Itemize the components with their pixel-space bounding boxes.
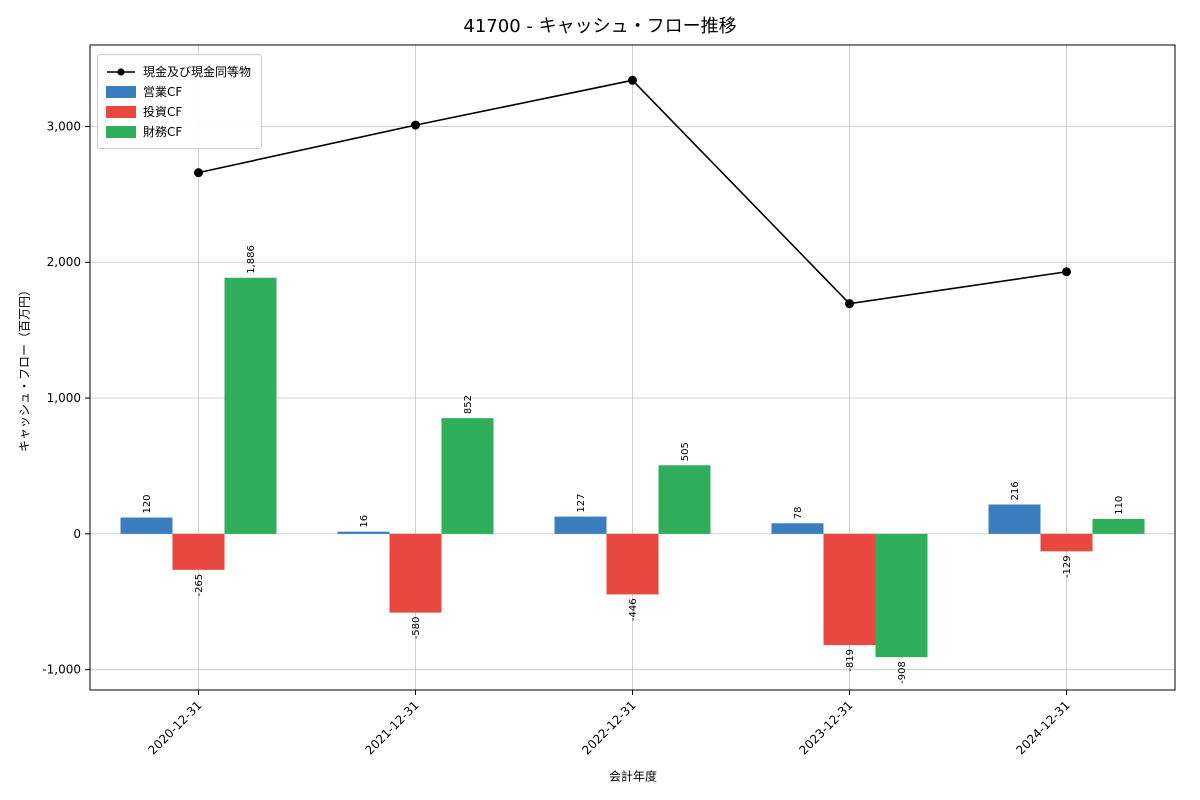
- bar-財務CF-2020-12-31: [224, 277, 277, 534]
- bar-value-label: 16: [359, 515, 370, 528]
- bar-value-label: 127: [576, 494, 587, 513]
- bar-value-label: -819: [845, 649, 856, 672]
- legend-item-営業CF: 営業CF: [106, 83, 251, 100]
- legend-item-財務CF: 財務CF: [106, 123, 251, 140]
- legend-label: 営業CF: [143, 85, 183, 99]
- bar-value-label: 216: [1010, 481, 1021, 500]
- legend-line-icon: [107, 67, 135, 76]
- bar-財務CF-2021-12-31: [441, 418, 494, 534]
- bar-value-label: 1,886: [246, 245, 257, 274]
- bar-営業CF-2022-12-31: [554, 516, 607, 534]
- legend-label: 投資CF: [143, 105, 183, 119]
- bar-value-label: 78: [793, 507, 804, 520]
- bar-投資CF-2024-12-31: [1040, 533, 1093, 552]
- legend-patch-icon: [106, 125, 136, 138]
- line-marker: [194, 168, 203, 178]
- bar-value-label: -265: [194, 574, 205, 597]
- bar-value-label: 110: [1114, 496, 1125, 515]
- bar-財務CF-2024-12-31: [1092, 518, 1145, 534]
- legend-label: 現金及び現金同等物: [143, 65, 252, 79]
- y-tick-label: 3,000: [47, 119, 81, 133]
- y-tick-label: 2,000: [47, 255, 81, 269]
- line-marker: [628, 75, 637, 85]
- bar-value-label: -446: [628, 598, 639, 621]
- legend-label: 財務CF: [143, 125, 183, 139]
- bar-営業CF-2020-12-31: [120, 517, 173, 534]
- bar-value-label: -580: [411, 617, 422, 640]
- bar-営業CF-2021-12-31: [337, 531, 390, 534]
- bar-財務CF-2022-12-31: [658, 465, 711, 534]
- legend: 現金及び現金同等物 営業CF 投資CF 財務CF: [97, 54, 263, 149]
- bar-財務CF-2023-12-31: [875, 533, 928, 658]
- bar-value-label: 852: [463, 395, 474, 414]
- bar-投資CF-2021-12-31: [389, 533, 442, 613]
- x-tick-label: 2021-12-31: [362, 698, 421, 757]
- line-marker: [1062, 267, 1071, 277]
- y-tick-label: 1,000: [47, 391, 81, 405]
- line-marker: [845, 299, 854, 309]
- bar-営業CF-2023-12-31: [771, 523, 824, 534]
- legend-patch-icon: [106, 85, 136, 98]
- bar-value-label: 120: [142, 494, 153, 513]
- y-tick-label: -1,000: [42, 663, 81, 677]
- bar-投資CF-2020-12-31: [172, 533, 225, 570]
- bar-投資CF-2023-12-31: [823, 533, 876, 646]
- bar-投資CF-2022-12-31: [606, 533, 659, 595]
- x-tick-label: 2024-12-31: [1013, 698, 1072, 757]
- bar-value-label: 505: [680, 442, 691, 461]
- legend-item-現金及び現金同等物: 現金及び現金同等物: [106, 63, 251, 80]
- chart-title: 41700 - キャッシュ・フロー推移: [463, 16, 737, 37]
- x-tick-label: 2022-12-31: [579, 698, 638, 757]
- y-axis-label: キャッシュ・フロー（百万円）: [17, 283, 32, 453]
- x-tick-label: 2023-12-31: [796, 698, 855, 757]
- bar-value-label: -129: [1062, 555, 1073, 578]
- legend-patch-icon: [106, 105, 136, 118]
- x-axis-label: 会計年度: [608, 769, 658, 784]
- y-tick-label: 0: [73, 527, 81, 541]
- legend-item-投資CF: 投資CF: [106, 103, 251, 120]
- bar-value-label: -908: [897, 661, 908, 684]
- x-tick-label: 2020-12-31: [145, 698, 204, 757]
- bar-営業CF-2024-12-31: [988, 504, 1041, 534]
- line-marker: [411, 120, 420, 130]
